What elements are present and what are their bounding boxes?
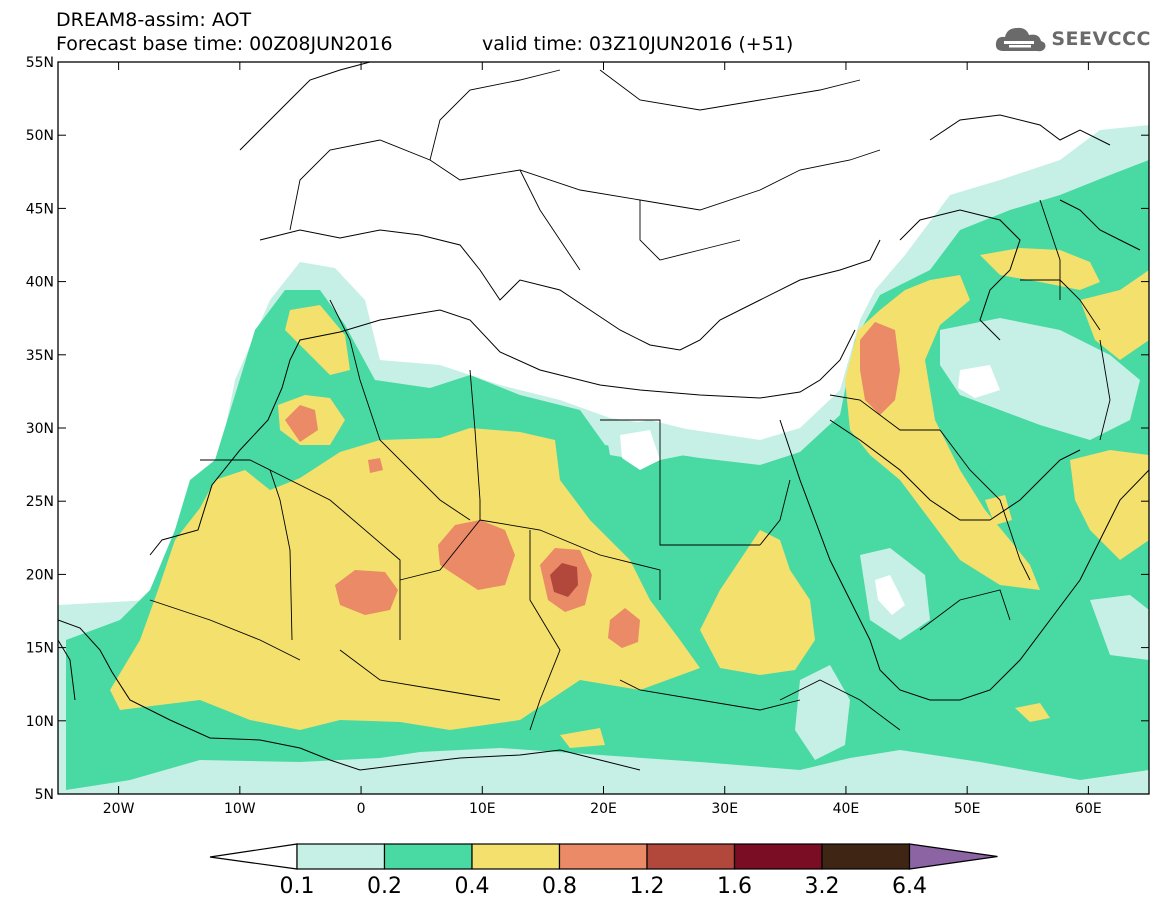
colorbar-label: 3.2 [805, 874, 840, 899]
valid-time: valid time: 03Z10JUN2016 (+51) [482, 33, 794, 55]
colorbar-swatch [383, 843, 473, 870]
lon-tick-label: 0 [357, 801, 366, 817]
lon-tick-label: 50E [954, 801, 981, 817]
country-borders [149, 69, 1111, 731]
colorbar-label: 0.2 [367, 874, 402, 899]
lat-axis: 5N 10N 15N 20N 25N 30N 35N 40N 45N 50N 55N [26, 55, 1149, 803]
lat-tick-label: 35N [26, 348, 54, 364]
lat-tick-label: 15N [26, 641, 54, 657]
colorbar-over-arrow [908, 843, 998, 870]
map-title: DREAM8-assim: AOT [56, 9, 252, 31]
lat-tick-label: 50N [26, 128, 54, 144]
colorbar-swatch [558, 843, 648, 870]
colorbar-swatch [646, 843, 736, 870]
colorbar-label: 1.6 [717, 874, 752, 899]
colorbar-swatch [471, 843, 561, 870]
colorbar-swatch [821, 843, 911, 870]
lat-tick-label: 45N [26, 201, 54, 217]
colorbar-label: 6.4 [892, 874, 927, 899]
lon-axis: 20W 10W 0 10E 20E 30E 40E 50E 60E [103, 62, 1102, 817]
colorbar-label: 0.4 [455, 874, 490, 899]
lat-tick-label: 25N [26, 494, 54, 510]
logo-text: SEEVCCC [1051, 28, 1151, 50]
lat-tick-label: 20N [26, 567, 54, 583]
lat-tick-label: 30N [26, 421, 54, 437]
cloud-icon [996, 27, 1046, 52]
lon-tick-label: 10W [224, 801, 256, 817]
lon-tick-label: 10E [469, 801, 496, 817]
lon-tick-label: 30E [711, 801, 738, 817]
lat-tick-label: 55N [26, 55, 54, 71]
lat-tick-label: 10N [26, 714, 54, 730]
lat-tick-label: 40N [26, 275, 54, 291]
lon-tick-label: 60E [1075, 801, 1102, 817]
aot-band-1.2 [550, 563, 578, 597]
seevccc-logo: SEEVCCC [995, 24, 1151, 54]
aot-contours [58, 62, 1149, 794]
colorbar-label: 0.8 [542, 874, 577, 899]
colorbar-swatch [733, 843, 823, 870]
lat-tick-label: 5N [35, 787, 54, 803]
colorbar-label: 0.1 [280, 874, 315, 899]
colorbar: 0.1 0.2 0.4 0.8 1.2 1.6 3.2 6.4 [209, 843, 998, 899]
lon-tick-label: 20W [103, 801, 135, 817]
coastlines [58, 62, 1149, 771]
colorbar-under-arrow [209, 843, 298, 870]
lon-tick-label: 20E [590, 801, 617, 817]
colorbar-swatch [296, 843, 386, 870]
forecast-base-time: Forecast base time: 00Z08JUN2016 [56, 33, 393, 55]
colorbar-label: 1.2 [630, 874, 665, 899]
lon-tick-label: 40E [833, 801, 860, 817]
